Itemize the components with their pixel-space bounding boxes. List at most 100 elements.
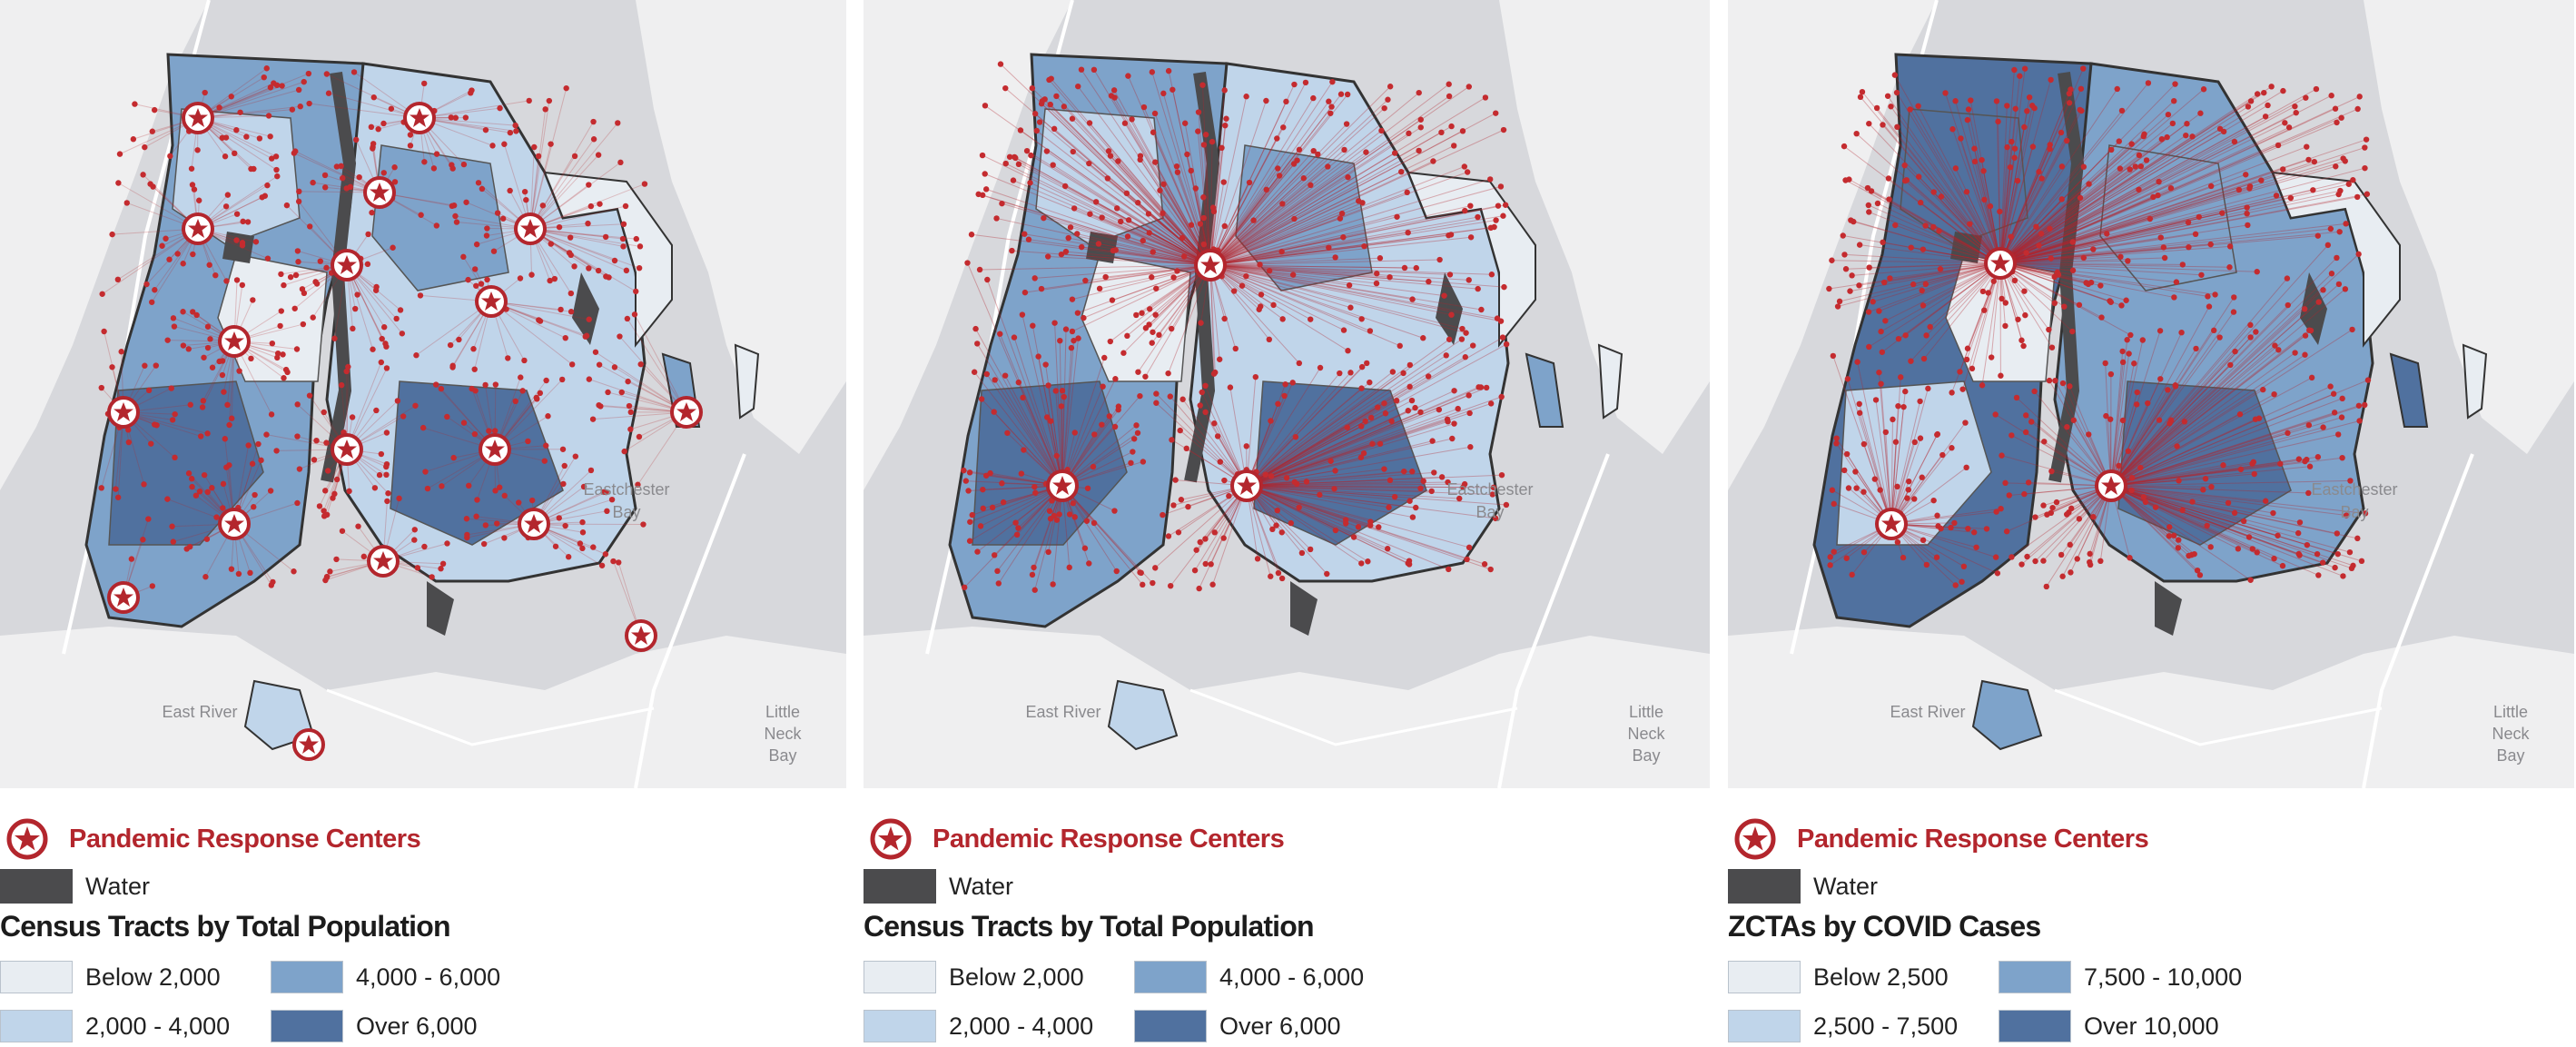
- case-point: [2117, 165, 2124, 172]
- map-canvas[interactable]: Eastchester Bay East River Little Neck B…: [864, 0, 1710, 788]
- pandemic-response-center-marker[interactable]: [670, 396, 703, 429]
- connection-line: [1170, 396, 1248, 487]
- pandemic-response-center-marker[interactable]: [1194, 249, 1227, 282]
- case-point: [113, 486, 119, 492]
- connection-line: [2054, 380, 2112, 487]
- connection-line: [978, 193, 1211, 266]
- case-point: [1920, 355, 1928, 362]
- case-point: [482, 381, 489, 389]
- case-point: [1082, 277, 1089, 284]
- connection-line: [1897, 126, 2001, 264]
- pandemic-response-center-marker[interactable]: [514, 212, 547, 245]
- case-point: [489, 143, 496, 149]
- case-point: [980, 505, 986, 512]
- case-point: [2207, 241, 2214, 248]
- pandemic-response-center-marker[interactable]: [1230, 469, 1263, 502]
- case-point: [449, 362, 456, 369]
- case-point: [228, 94, 234, 100]
- pandemic-response-center-marker[interactable]: [2095, 469, 2127, 502]
- case-point: [2132, 163, 2138, 170]
- connection-line: [1209, 177, 1305, 266]
- pandemic-response-center-marker[interactable]: [331, 433, 363, 466]
- connection-line: [1168, 264, 1211, 374]
- case-point: [475, 180, 482, 186]
- connection-line: [1999, 262, 2216, 295]
- case-point: [1866, 120, 1872, 127]
- connection-line: [490, 301, 589, 321]
- pandemic-response-center-marker[interactable]: [218, 325, 251, 358]
- connection-line: [1955, 168, 2001, 264]
- case-point: [185, 346, 192, 352]
- connection-line: [1198, 112, 1211, 266]
- case-point: [1856, 410, 1863, 416]
- star-circle-icon: [870, 818, 912, 860]
- connection-line: [1046, 151, 1211, 266]
- case-point: [1853, 130, 1860, 137]
- case-point: [201, 354, 207, 361]
- case-point: [1448, 123, 1455, 130]
- map-canvas[interactable]: Eastchester Bay East River Little Neck B…: [0, 0, 846, 788]
- pandemic-response-center-marker[interactable]: [475, 285, 508, 318]
- case-point: [321, 508, 327, 514]
- connection-line: [1850, 262, 2001, 292]
- case-point: [2036, 242, 2042, 249]
- map-canvas[interactable]: Eastchester Bay East River Little Neck B…: [1728, 0, 2574, 788]
- pandemic-response-center-marker[interactable]: [403, 102, 436, 134]
- case-point: [1911, 439, 1919, 446]
- connection-line: [1246, 339, 1450, 487]
- case-point: [305, 70, 312, 77]
- case-point: [1149, 274, 1155, 281]
- case-point: [297, 104, 303, 110]
- case-point: [333, 556, 340, 563]
- connection-line: [1999, 79, 2052, 264]
- case-point: [621, 448, 627, 455]
- case-point: [2064, 423, 2070, 430]
- case-point: [2220, 462, 2226, 469]
- case-point: [2280, 87, 2286, 94]
- case-point: [164, 337, 171, 343]
- connection-line: [1246, 485, 1347, 524]
- case-point: [1172, 477, 1179, 483]
- pandemic-response-center-marker[interactable]: [107, 396, 140, 429]
- case-point: [1004, 430, 1011, 436]
- connection-line: [2110, 354, 2305, 487]
- connection-line: [1209, 264, 1492, 275]
- pandemic-response-center-marker[interactable]: [367, 545, 400, 578]
- connection-line: [1209, 138, 1278, 266]
- case-point: [1165, 533, 1172, 539]
- pandemic-response-center-marker[interactable]: [518, 508, 550, 540]
- pandemic-response-center-marker[interactable]: [1875, 508, 1908, 540]
- pandemic-response-center-marker[interactable]: [331, 249, 363, 282]
- case-point: [1118, 218, 1124, 225]
- case-point: [294, 401, 301, 408]
- pandemic-response-center-marker[interactable]: [182, 212, 214, 245]
- pandemic-response-center-marker[interactable]: [1984, 247, 2017, 280]
- case-point: [141, 481, 147, 488]
- connection-line: [1110, 264, 1211, 342]
- island-rikers: [1107, 679, 1179, 751]
- pandemic-response-center-marker[interactable]: [292, 728, 325, 761]
- pandemic-response-center-marker[interactable]: [1046, 469, 1079, 502]
- connection-line: [984, 173, 1211, 266]
- pandemic-response-center-marker[interactable]: [363, 176, 396, 209]
- connection-line: [1999, 167, 2365, 264]
- case-point: [142, 362, 148, 369]
- case-point: [456, 336, 462, 343]
- land-manhattan: [864, 0, 1072, 490]
- pandemic-response-center-marker[interactable]: [107, 581, 140, 614]
- connection-line: [1246, 485, 1283, 579]
- pandemic-response-center-marker[interactable]: [479, 433, 511, 466]
- case-point: [1268, 573, 1274, 579]
- legend-water-row: Water: [864, 866, 1013, 906]
- case-point: [598, 562, 606, 568]
- case-point: [1501, 283, 1507, 291]
- case-point: [1919, 287, 1925, 294]
- case-point: [1133, 311, 1140, 319]
- pandemic-response-center-marker[interactable]: [182, 102, 214, 134]
- connection-line: [2110, 485, 2196, 555]
- connection-line: [1999, 222, 2346, 264]
- pandemic-response-center-marker[interactable]: [218, 508, 251, 540]
- connection-line: [1048, 256, 1211, 266]
- connection-line: [2110, 485, 2198, 571]
- pandemic-response-center-marker[interactable]: [625, 619, 657, 652]
